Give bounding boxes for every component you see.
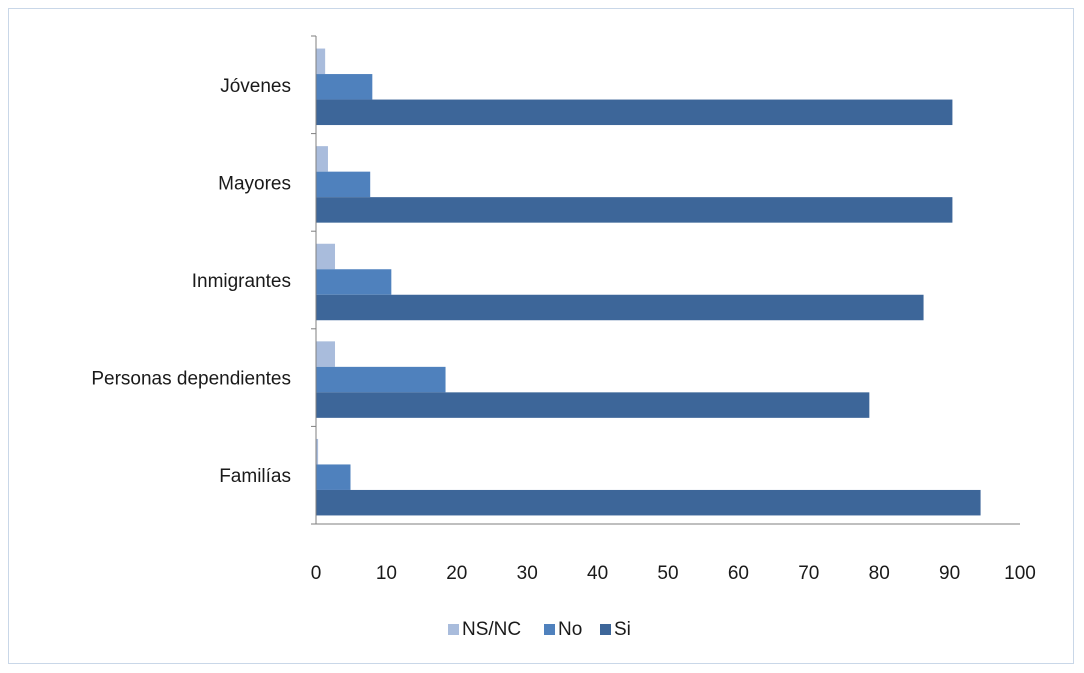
legend-swatch (448, 624, 459, 635)
bar-si-3 (316, 392, 870, 418)
category-label: Mayores (218, 173, 291, 194)
legend-swatch (600, 624, 611, 635)
legend-swatch (544, 624, 555, 635)
bar-no-0 (316, 74, 373, 100)
legend-label: Si (614, 619, 631, 640)
category-label: Familías (219, 466, 291, 487)
x-tick-labels: 0 10 20 30 40 50 60 70 80 90 100 (311, 563, 1036, 584)
bar-no-1 (316, 171, 371, 198)
bar-ns-nc-0 (316, 48, 326, 75)
category-label: Inmigrantes (192, 271, 291, 292)
bar-si-4 (316, 489, 981, 516)
bar-ns-nc-2 (316, 243, 336, 270)
legend-item: NS/NC (448, 619, 521, 640)
bar-no-4 (316, 464, 351, 490)
x-tick-label: 70 (798, 563, 819, 584)
category-labels: Jóvenes Mayores Inmigrantes Personas depend… (91, 76, 291, 487)
legend-item: No (544, 619, 582, 640)
bar-si-0 (316, 99, 953, 126)
x-tick-label: 10 (376, 563, 397, 584)
bar-ns-nc-4 (316, 438, 319, 465)
bars-layer (316, 48, 981, 516)
x-tick-label: 100 (1004, 563, 1036, 584)
bar-si-1 (316, 197, 953, 223)
bar-no-3 (316, 366, 446, 393)
category-label: Personas dependientes (91, 369, 291, 390)
x-tick-label: 30 (517, 563, 538, 584)
chart-frame: Jóvenes Mayores Inmigrantes Personas depend… (8, 8, 1074, 664)
bar-si-2 (316, 294, 924, 321)
legend-item: Si (600, 619, 631, 640)
x-tick-label: 60 (728, 563, 749, 584)
legend-label: NS/NC (462, 619, 521, 640)
legend-label: No (558, 619, 582, 640)
x-tick-label: 80 (869, 563, 890, 584)
x-tick-label: 20 (446, 563, 467, 584)
bar-no-2 (316, 269, 392, 295)
axes (311, 35, 1020, 525)
legend: NS/NC No Si (448, 619, 631, 640)
x-tick-label: 90 (939, 563, 960, 584)
x-tick-label: 40 (587, 563, 608, 584)
category-label: Jóvenes (220, 76, 291, 97)
x-tick-label: 0 (311, 563, 322, 584)
bar-chart: Jóvenes Mayores Inmigrantes Personas depend… (91, 35, 1036, 640)
bar-ns-nc-3 (316, 341, 336, 367)
x-tick-label: 50 (657, 563, 678, 584)
bar-ns-nc-1 (316, 146, 328, 172)
